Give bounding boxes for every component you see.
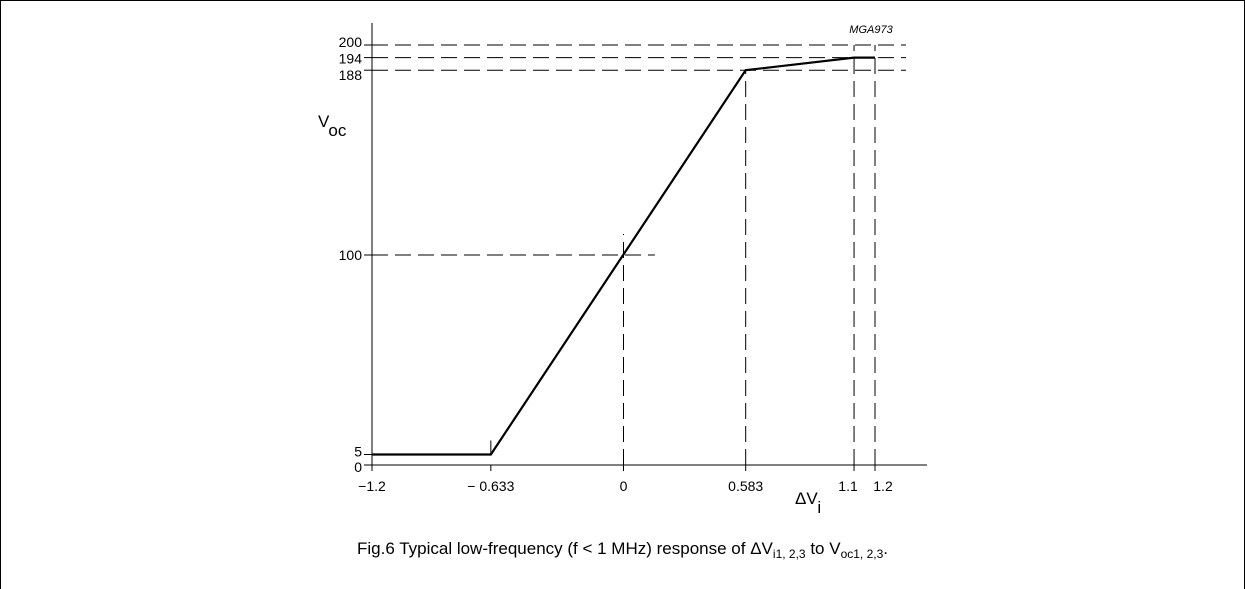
y-tick-label-100: 100 [339,247,363,263]
x-tick-label-1_1: 1.1 [838,478,858,494]
x-tick-label--1_2: −1.2 [358,478,386,494]
x-tick-label-0: 0 [620,478,628,494]
y-axis-subscript: oc [328,121,346,140]
y-tick-label-194: 194 [339,51,363,67]
x-tick-label-1_2: 1.2 [873,478,893,494]
caption-dv-symbol: ΔV [750,539,773,558]
caption-suffix: . [883,539,889,558]
y-tick-label-188: 188 [339,67,363,83]
y-axis-label: Voc [318,112,347,140]
x-axis-symbol: ΔV [795,489,818,508]
caption-v-subscript: oc1, 2,3 [840,547,884,561]
y-axis-symbol: V [318,112,330,131]
y-tick-label-0: 0 [354,459,362,475]
y-tick-label-200: 200 [339,34,363,50]
x-tick-label-0_583: 0.583 [728,478,763,494]
caption-v-symbol: V [829,539,841,558]
x-tick-label--0_633: − 0.633 [467,478,514,494]
reference-lines [372,44,906,465]
caption-middle: to [805,539,830,558]
series [372,56,875,456]
y-tick-label-5: 5 [354,444,362,460]
figure-id: MGA973 [849,24,893,36]
x-axis-label: ΔVi [795,489,821,517]
x-axis-subscript: i [817,498,821,517]
caption-dv-subscript: i1, 2,3 [772,547,806,561]
axes [364,23,927,471]
caption-prefix: Fig.6 Typical low-frequency (f < 1 MHz) … [356,539,751,558]
response-curve [372,56,875,456]
figure-caption: Fig.6 Typical low-frequency (f < 1 MHz) … [0,539,1245,561]
